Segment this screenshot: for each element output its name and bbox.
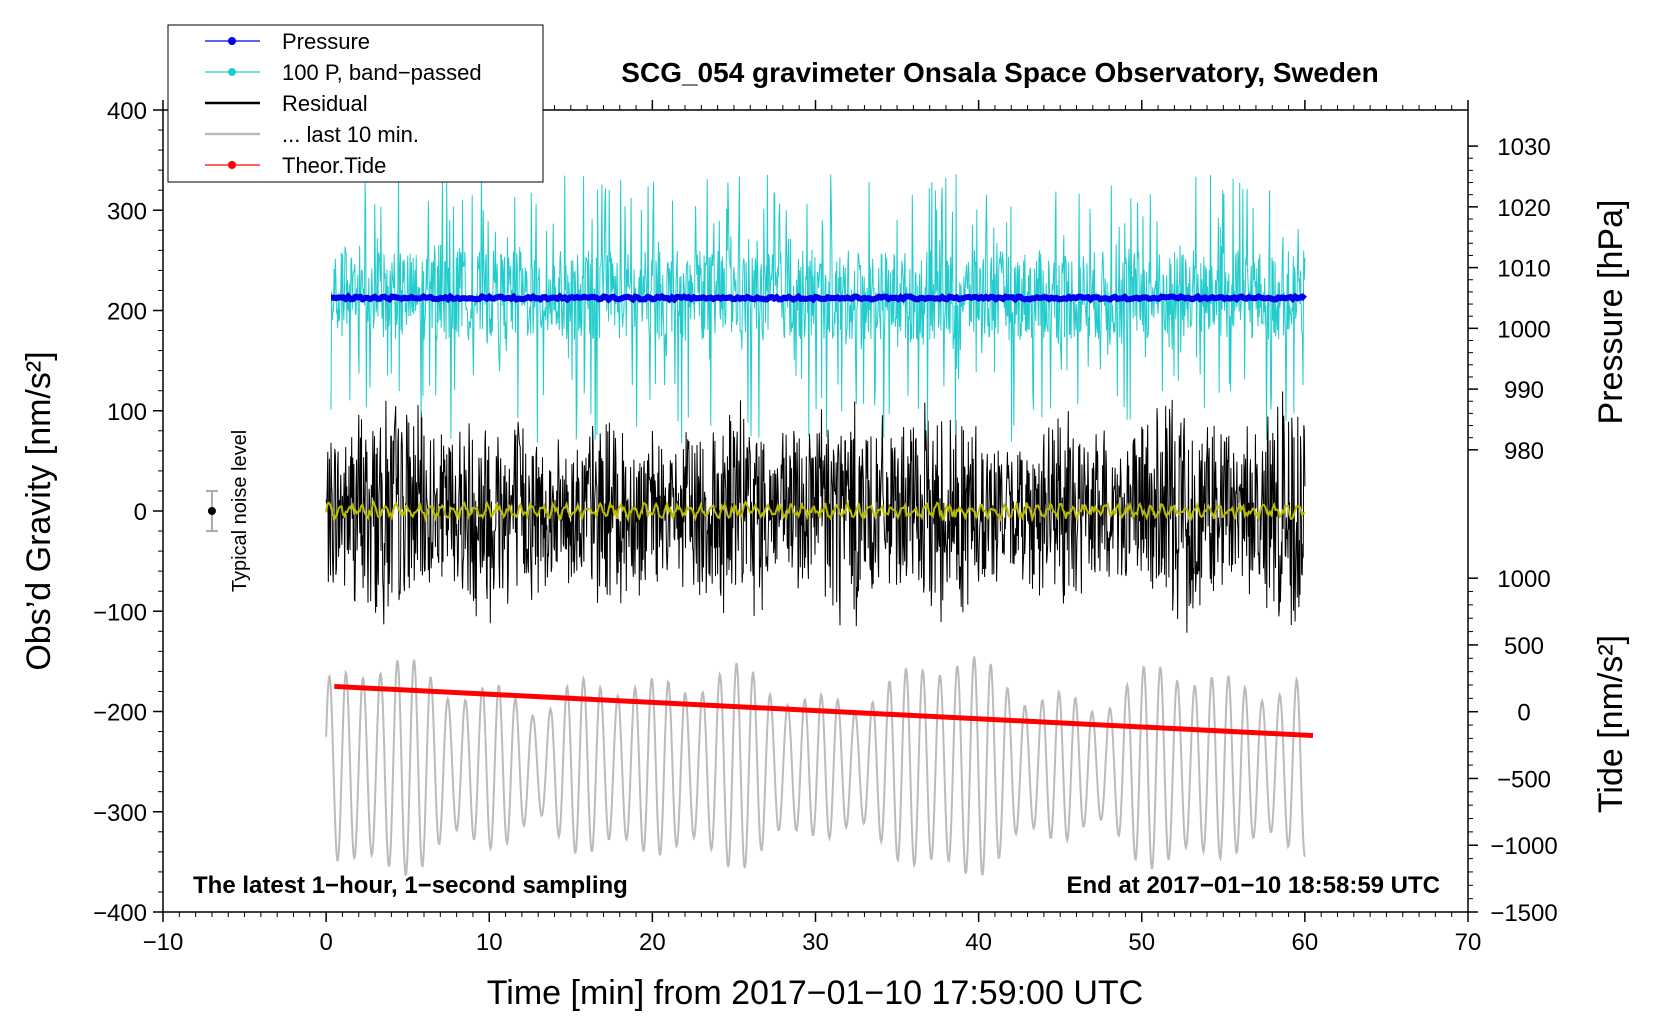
y-left-tick-label: 400 [107, 98, 147, 125]
series-theoretical-tide [334, 683, 1314, 739]
x-tick-label: 20 [639, 929, 666, 956]
chart-title: SCG_054 gravimeter Onsala Space Observat… [621, 57, 1378, 88]
noise-level-bar [205, 489, 218, 533]
annotation-sampling: The latest 1−hour, 1−second sampling [193, 872, 628, 899]
annotation-end-time: End at 2017−01−10 18:58:59 UTC [1066, 872, 1440, 899]
y-right-pressure-tick-label: 980 [1504, 438, 1544, 465]
y-right-tide-tick-label: −500 [1497, 766, 1551, 793]
legend-marker [228, 37, 236, 45]
y-right-tide-tick-label: −1500 [1490, 900, 1557, 927]
legend-label: ... last 10 min. [282, 122, 419, 147]
legend-marker [228, 68, 236, 76]
legend-label: Residual [282, 91, 368, 116]
y-right-tide-tick-label: −1000 [1490, 833, 1557, 860]
legend: Pressure 100 P, band−passed Residual ... la… [167, 24, 544, 183]
legend-label: Theor.Tide [282, 153, 386, 178]
series-pressure-band-passed [330, 174, 1306, 444]
y-right-pressure-tick-label: 1010 [1497, 256, 1550, 283]
legend-label: 100 P, band−passed [282, 60, 482, 85]
x-tick-label: 10 [476, 929, 503, 956]
y-left-tick-label: 100 [107, 399, 147, 426]
x-tick-label: 40 [965, 929, 992, 956]
y-axis-right-pressure-title: Pressure [hPa] [1592, 200, 1630, 425]
y-left-tick-label: −100 [93, 599, 147, 626]
annotation-noise-level: Typical noise level [229, 430, 251, 592]
y-left-tick-label: 0 [134, 499, 147, 526]
y-axis-left-title: Obs’d Gravity [nm/s²] [20, 351, 58, 670]
y-left-tick-label: −200 [93, 700, 147, 727]
y-right-pressure-tick-label: 1030 [1497, 134, 1550, 161]
series-last-10-min [325, 656, 1306, 876]
x-tick-label: 0 [319, 929, 332, 956]
x-tick-label: 50 [1128, 929, 1155, 956]
series-residual [325, 391, 1306, 633]
data-layer [325, 174, 1314, 876]
legend-marker [228, 161, 236, 169]
y-left-tick-label: 200 [107, 299, 147, 326]
axis-layer: −10 0 10 20 30 40 50 60 704003002001000−100−200−… [93, 98, 1558, 956]
y-right-tide-tick-label: 0 [1517, 700, 1530, 727]
y-right-pressure-tick-label: 990 [1504, 377, 1544, 404]
y-right-pressure-tick-label: 1020 [1497, 195, 1550, 222]
y-right-tide-tick-label: 500 [1504, 633, 1544, 660]
y-axis-right-tide-title: Tide [nm/s²] [1592, 635, 1630, 813]
y-right-tide-tick-label: 1000 [1497, 566, 1550, 593]
noise-bar-point [207, 507, 216, 515]
series-residual-smoothed [325, 499, 1306, 523]
y-left-tick-label: −300 [93, 800, 147, 827]
x-tick-label: −10 [143, 929, 184, 956]
y-right-pressure-tick-label: 1000 [1497, 316, 1550, 343]
x-axis-title: Time [min] from 2017−01−10 17:59:00 UTC [487, 974, 1143, 1012]
x-tick-label: 60 [1292, 929, 1319, 956]
x-tick-label: 30 [802, 929, 829, 956]
x-tick-label: 70 [1455, 929, 1482, 956]
y-left-tick-label: −400 [93, 900, 147, 927]
y-left-tick-label: 300 [107, 198, 147, 225]
series-pressure [331, 292, 1307, 304]
legend-label: Pressure [282, 29, 370, 54]
